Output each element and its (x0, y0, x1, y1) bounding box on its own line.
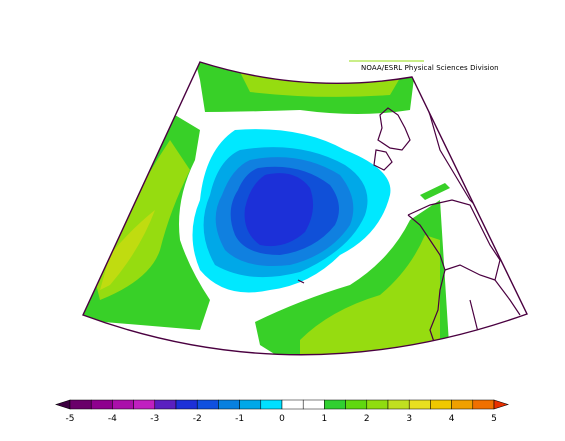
anomaly-east-strip (420, 183, 450, 200)
colorbar-tick-label: 0 (279, 414, 285, 424)
colorbar-swatch (175, 399, 198, 410)
colorbar-tick-label: -2 (193, 414, 202, 424)
colorbar-tick-label: 4 (449, 414, 455, 424)
colorbar-swatch (451, 399, 474, 410)
colorbar-swatch (196, 399, 219, 410)
colorbar-swatch (302, 399, 325, 410)
map-frame (82, 61, 528, 356)
anomaly-se-light (300, 235, 440, 355)
colorbar-swatch (345, 399, 368, 410)
colorbar-swatch (387, 399, 410, 410)
colorbar-tick-label: 3 (406, 414, 412, 424)
colorbar-tick-label: -3 (150, 414, 159, 424)
colorbar-tick-label: 1 (322, 414, 328, 424)
anomaly-field (83, 62, 527, 355)
colorbar: -5 -4 -3 -2 -1 0 1 2 3 4 5 (55, 399, 509, 424)
colorbar-tick-label: -4 (108, 414, 117, 424)
colorbar-swatch (90, 399, 113, 410)
colorbar-swatch (133, 399, 156, 410)
colorbar-tick-label: -1 (235, 414, 244, 424)
colorbar-swatch (239, 399, 262, 410)
colorbar-swatch (472, 399, 495, 410)
colorbar-arrow-low (55, 399, 71, 410)
colorbar-arrow-high (493, 399, 509, 410)
colorbar-swatch (69, 399, 92, 410)
colorbar-swatch (218, 399, 240, 410)
colorbar-swatch (260, 399, 283, 410)
colorbar-tick-label: 2 (364, 414, 370, 424)
colorbar-swatch (154, 399, 177, 410)
colorbar-swatch (112, 399, 134, 410)
colorbar-tick-label: -5 (66, 414, 75, 424)
anomaly-core (244, 173, 314, 247)
colorbar-swatch (281, 399, 304, 410)
colorbar-swatch (430, 399, 452, 410)
colorbar-swatch (324, 399, 346, 410)
colorbar-swatch (366, 399, 389, 410)
anomaly-top-band-light (235, 62, 400, 97)
colorbar-swatch (408, 399, 431, 410)
credit-label: NOAA/ESRL Physical Sciences Division (361, 64, 499, 72)
colorbar-tick-label: 5 (491, 414, 497, 424)
anomaly-west-yellow (100, 210, 155, 290)
